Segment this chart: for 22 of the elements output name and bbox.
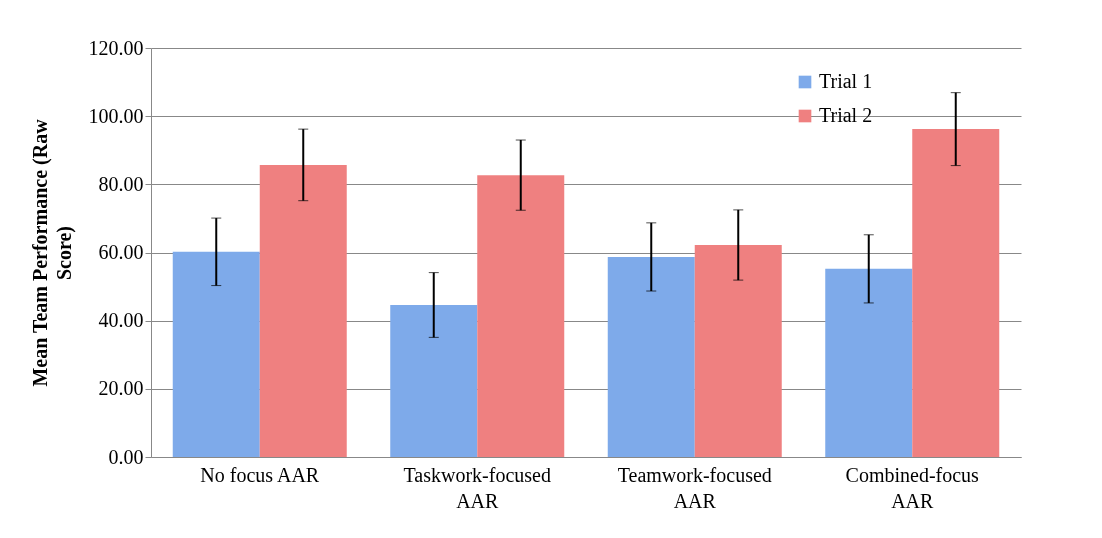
legend-label: Trial 2 (819, 104, 873, 126)
y-tick-label: 60.00 (98, 241, 144, 263)
legend-label: Trial 1 (819, 70, 873, 92)
bar (259, 164, 347, 457)
y-tick-label: 80.00 (98, 172, 144, 195)
y-tick-label: 120.00 (88, 36, 144, 59)
y-tick-label: 0.00 (108, 445, 144, 468)
y-tick-label: 40.00 (98, 309, 144, 332)
bar (477, 175, 565, 457)
y-tick-label: 20.00 (98, 377, 144, 400)
bar (172, 251, 260, 457)
x-tick-label: No focus AAR (200, 463, 320, 486)
y-axis-title: Mean Team Performance (Raw Score) (28, 118, 76, 387)
bar (912, 129, 1000, 457)
bar (694, 245, 782, 457)
x-tick-label: Taskwork-focused AAR (403, 463, 551, 512)
bar (607, 256, 695, 457)
bar (825, 268, 913, 457)
x-tick-label: Combined-focus AAR (845, 463, 980, 512)
x-tick-label: Teamwork-focused AAR (617, 463, 772, 512)
y-tick-label: 100.00 (88, 104, 144, 127)
bar (390, 304, 478, 457)
